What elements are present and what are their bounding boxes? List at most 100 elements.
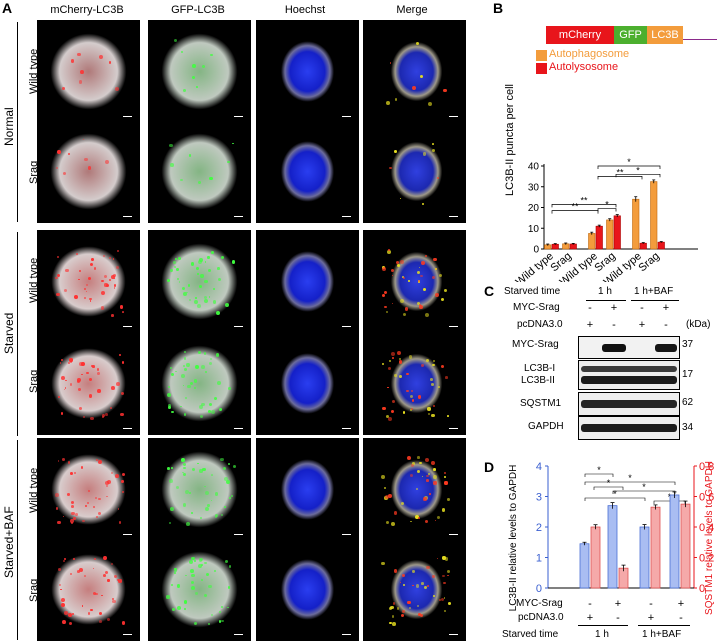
d-bar-sqstm1-4 <box>680 503 691 589</box>
scale-bar <box>123 533 132 535</box>
micrograph-mcherry-row-6 <box>37 538 140 641</box>
scale-bar <box>449 325 458 327</box>
c-pc-sign-2: - <box>612 319 616 331</box>
c-pc-sign-3: + <box>638 319 646 331</box>
micrograph-hoechst-row-4 <box>256 332 359 435</box>
blot-gapdh <box>578 416 680 440</box>
c-pc-sign-1: + <box>586 319 594 331</box>
band-sqstm1 <box>581 400 677 408</box>
d-bar-sqstm1-3 <box>650 506 661 589</box>
group-label-starved: Starved <box>2 312 16 354</box>
d-y-tick-label-right: 0 <box>699 583 705 595</box>
legend-autophagosome-label: Autophagosome <box>549 48 630 60</box>
b-y-tick-label: 0 <box>533 245 539 256</box>
blot-label-myc-srag: MYC-Srag <box>512 339 559 350</box>
micrograph-gfp-row-4 <box>148 332 251 435</box>
scale-bar <box>234 427 243 429</box>
b-bar-autophagosome-5 <box>632 198 640 250</box>
d-group-1h: 1 h <box>595 629 609 640</box>
b-sig-label-4: ** <box>616 167 624 177</box>
micrograph-gfp-row-2 <box>148 120 251 223</box>
d-sig-bracket-2 <box>593 486 624 490</box>
micrograph-merge-row-6 <box>363 538 466 641</box>
d-sig-label-1: * <box>597 465 601 475</box>
d-pc-sign-4: - <box>679 612 683 624</box>
group-line-starved-baf <box>17 440 18 640</box>
band-lc3b-i <box>581 366 677 372</box>
scale-bar <box>234 115 243 117</box>
scale-bar <box>342 633 351 635</box>
b-sig-label-3: * <box>605 200 609 210</box>
micrograph-gfp-row-6 <box>148 538 251 641</box>
blot-myc-srag <box>578 336 680 359</box>
b-sig-bracket-3 <box>597 208 617 212</box>
micrograph-merge-row-4 <box>363 332 466 435</box>
b-bar-autolysosome-1 <box>551 243 559 250</box>
d-myc-row-label: MYC-Srag <box>516 598 563 609</box>
construct-gfp-box: GFP <box>614 26 647 44</box>
group-line-normal <box>17 22 18 222</box>
d-y-tick-label-right: 0.6 <box>699 492 714 504</box>
band-lc3b-ii <box>581 376 677 384</box>
d-group-line-1h <box>578 625 628 626</box>
d-myc-sign-3: - <box>649 598 653 610</box>
scale-bar <box>449 115 458 117</box>
b-sig-label-6: * <box>627 157 631 167</box>
b-sig-bracket-5 <box>615 173 661 178</box>
d-y-tick-label-left: 4 <box>536 461 542 473</box>
micrograph-merge-row-3 <box>363 230 466 333</box>
band-myc-srag-2 <box>602 344 626 352</box>
b-sig-bracket-6 <box>597 165 661 169</box>
d-y-tick-label-right: 0.4 <box>699 522 714 534</box>
d-bar-lc3b-4 <box>669 494 680 589</box>
blot-label-lc3b-i: LC3B-I <box>524 363 556 374</box>
d-sig-label-6: * <box>628 473 632 483</box>
d-sig-label-2: * <box>607 478 611 488</box>
d-sig-label-4: * <box>642 482 646 492</box>
b-sig-label-5: * <box>636 165 640 175</box>
scale-bar <box>342 325 351 327</box>
scale-bar <box>123 633 132 635</box>
d-starved-row-label: Starved time <box>502 629 559 640</box>
b-sig-bracket-4 <box>597 176 643 180</box>
d-pc-sign-3: + <box>647 612 655 624</box>
scale-bar <box>234 215 243 217</box>
micrograph-hoechst-row-5 <box>256 438 359 541</box>
blot-mw-37: 37 <box>682 339 694 350</box>
micrograph-hoechst-row-3 <box>256 230 359 333</box>
d-sig-bracket-5 <box>653 500 686 504</box>
micrograph-mcherry-row-3 <box>37 230 140 333</box>
d-y-tick-label-left: 0 <box>536 583 542 595</box>
panel-label-c: C <box>484 283 495 299</box>
chart-d: LC3B-II relative levels to GAPDH SQSTM1 … <box>508 461 715 615</box>
b-bar-autolysosome-6 <box>657 241 665 250</box>
micrograph-mcherry-row-4 <box>37 332 140 435</box>
d-sig-label-3: * <box>613 489 617 499</box>
micrograph-gfp-row-5 <box>148 438 251 541</box>
chart-d-ylabel-right: SQSTM1 relative levels to GAPDH <box>704 461 715 615</box>
panel-label-a: A <box>2 0 13 16</box>
kda-label: (kDa) <box>686 319 711 330</box>
time-group-1h-line <box>586 300 626 301</box>
starved-time-label: Starved time <box>504 286 561 297</box>
group-label-normal: Normal <box>2 107 16 146</box>
construct-mcherry-box: mCherry <box>546 26 614 44</box>
pcdna-row-label: pcDNA3.0 <box>517 319 563 330</box>
b-y-tick-label: 40 <box>528 162 540 173</box>
group-line-starved <box>17 232 18 436</box>
scale-bar <box>234 325 243 327</box>
scale-bar <box>234 633 243 635</box>
d-y-tick-label-right: 0.2 <box>699 553 714 565</box>
b-sig-bracket-1 <box>551 210 599 214</box>
micrograph-merge-row-5 <box>363 438 466 541</box>
micrograph-hoechst-row-2 <box>256 120 359 223</box>
scale-bar <box>123 427 132 429</box>
scale-bar <box>123 115 132 117</box>
scale-bar <box>449 633 458 635</box>
d-bar-sqstm1-1 <box>590 526 601 589</box>
d-myc-sign-4: + <box>677 598 685 610</box>
legend-autolysosome-label: Autolysosome <box>549 61 619 73</box>
d-bar-lc3b-3 <box>639 526 650 589</box>
d-group-line-baf <box>638 625 690 626</box>
